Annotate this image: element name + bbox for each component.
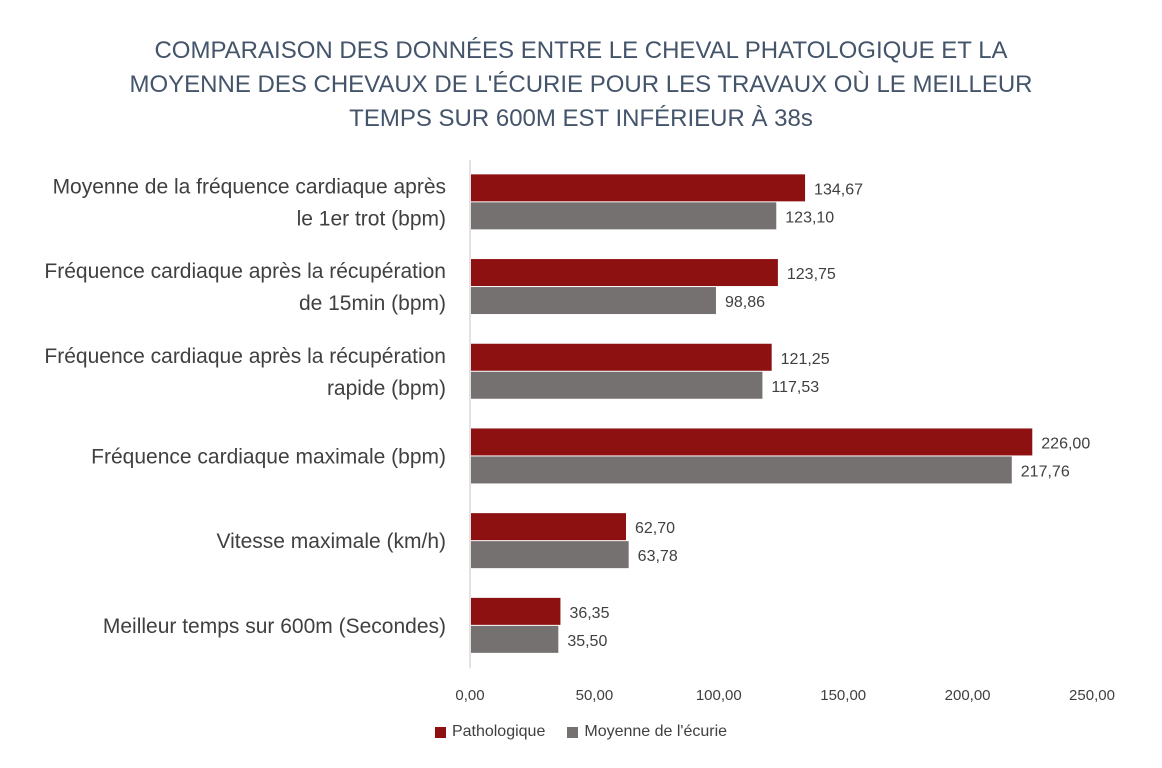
category-label: Moyenne de la fréquence cardiaque après l… xyxy=(53,175,446,230)
ticks-layer: 0,00 50,00 100,00 150,00 200,00 250,00 xyxy=(455,160,1115,704)
category-label: Meilleur temps sur 600m (Secondes) xyxy=(103,615,446,638)
data-label: 62,70 xyxy=(635,520,675,537)
category-label: Fréquence cardiaque maximale (bpm) xyxy=(91,445,446,468)
chart-title-line-1: COMPARAISON DES DONNÉES ENTRE LE CHEVAL … xyxy=(154,37,1008,64)
bar-moyenne xyxy=(471,287,716,315)
data-label: 134,67 xyxy=(814,181,863,198)
data-label: 63,78 xyxy=(638,548,678,565)
x-tick-label: 150,00 xyxy=(820,687,866,704)
data-label: 98,86 xyxy=(725,294,765,311)
category-label: Fréquence cardiaque après la récupératio… xyxy=(44,345,446,400)
bars-layer xyxy=(471,174,1033,653)
bar-pathologique xyxy=(471,259,778,287)
bar-pathologique xyxy=(471,174,806,202)
x-tick-label: 200,00 xyxy=(945,687,991,704)
bar-moyenne xyxy=(471,371,763,399)
legend-label-moyenne: Moyenne de l'écurie xyxy=(584,723,728,740)
bar-moyenne xyxy=(471,456,1012,484)
bar-moyenne xyxy=(471,202,777,230)
legend-label-pathologique: Pathologique xyxy=(451,723,546,740)
bar-pathologique xyxy=(471,597,561,625)
x-tick-label: 250,00 xyxy=(1069,687,1115,704)
data-label: 36,35 xyxy=(569,605,609,622)
legend-item-pathologique: Pathologique xyxy=(434,723,546,741)
x-tick-label: 100,00 xyxy=(696,687,742,704)
chart-title: COMPARAISON DES DONNÉES ENTRE LE CHEVAL … xyxy=(0,34,1162,136)
category-label: Fréquence cardiaque après la récupératio… xyxy=(44,260,446,315)
legend-swatch-pathologique xyxy=(434,726,446,738)
chart-title-line-2: MOYENNE DES CHEVAUX DE L'ÉCURIE POUR LES… xyxy=(129,71,1033,98)
bar-pathologique xyxy=(471,513,626,541)
bar-pathologique xyxy=(471,428,1033,456)
legend: Pathologique Moyenne de l'écurie xyxy=(0,723,1162,741)
data-label: 226,00 xyxy=(1041,435,1090,452)
category-label: Vitesse maximale (km/h) xyxy=(216,530,446,553)
x-tick-label: 0,00 xyxy=(455,687,484,704)
legend-item-moyenne: Moyenne de l'écurie xyxy=(567,723,727,741)
bar-moyenne xyxy=(471,625,559,653)
chart-title-line-3: TEMPS SUR 600M EST INFÉRIEUR À 38s xyxy=(349,105,813,132)
legend-swatch-moyenne xyxy=(567,726,579,738)
data-label: 121,25 xyxy=(781,351,830,368)
data-label: 117,53 xyxy=(771,379,819,396)
data-label: 123,10 xyxy=(785,209,834,226)
x-tick-label: 50,00 xyxy=(576,687,614,704)
labels-layer: Moyenne de la fréquence cardiaque après l… xyxy=(44,175,1090,649)
bar-pathologique xyxy=(471,343,772,371)
bar-moyenne xyxy=(471,541,629,569)
data-label: 123,75 xyxy=(787,266,836,283)
data-label: 217,76 xyxy=(1021,463,1070,480)
data-label: 35,50 xyxy=(567,633,607,650)
bar-chart: Moyenne de la fréquence cardiaque après l… xyxy=(44,160,1115,704)
